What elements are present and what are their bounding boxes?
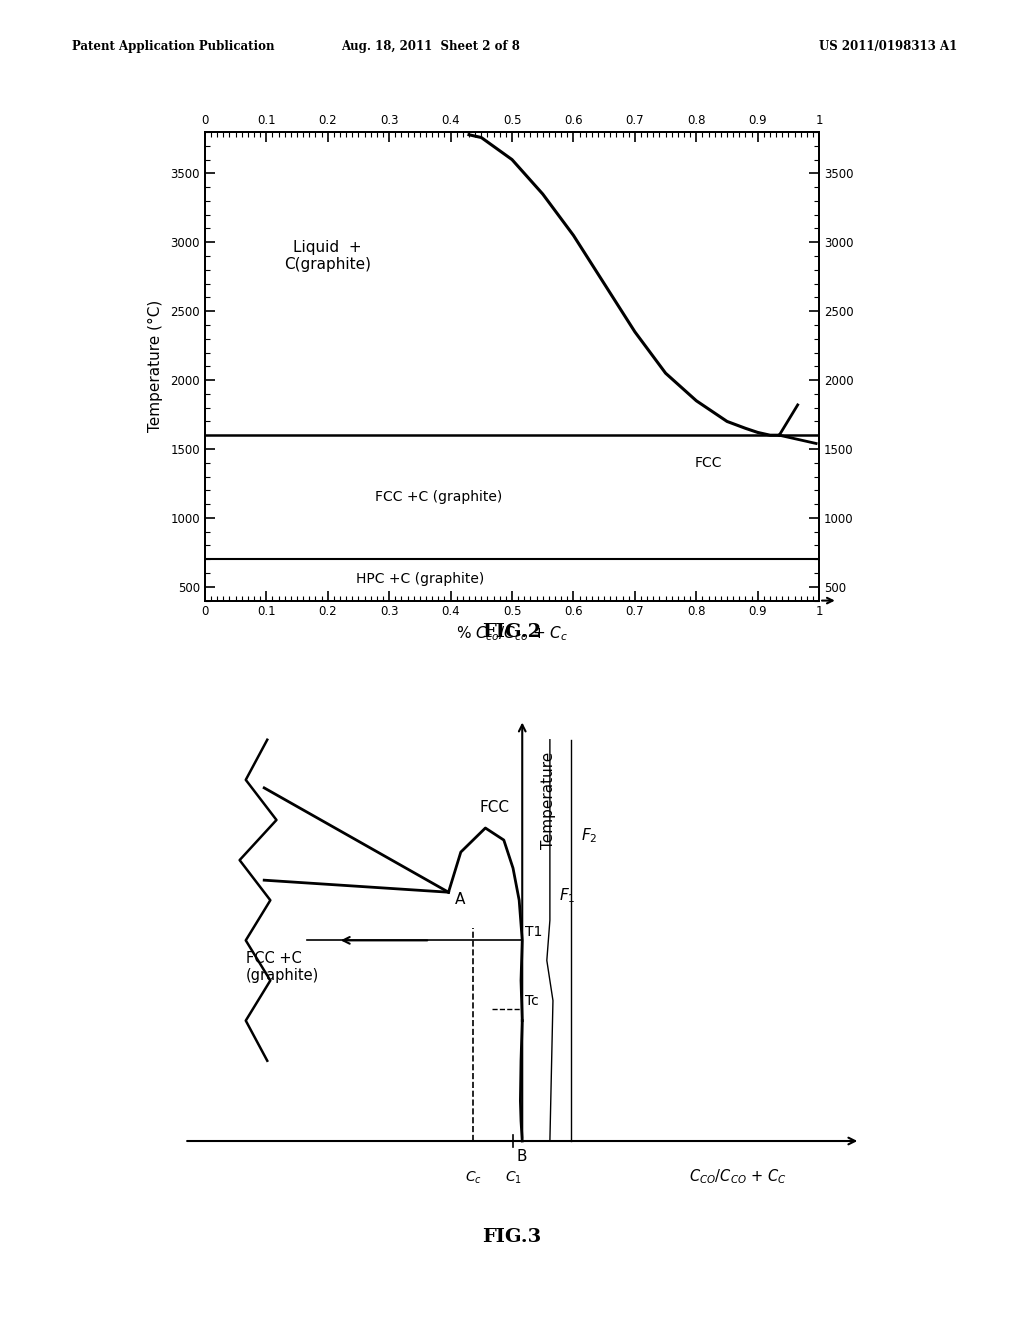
Text: $C_{CO}/C_{CO}$ + $C_C$: $C_{CO}/C_{CO}$ + $C_C$ — [688, 1167, 786, 1185]
Text: FCC: FCC — [479, 800, 509, 814]
X-axis label: % $C_{co}/C_{co}$ + $C_c$: % $C_{co}/C_{co}$ + $C_c$ — [456, 624, 568, 643]
Y-axis label: Temperature (°C): Temperature (°C) — [148, 300, 164, 433]
Text: $C_c$: $C_c$ — [465, 1170, 481, 1185]
Text: FCC +C
(graphite): FCC +C (graphite) — [246, 952, 319, 983]
Text: FCC: FCC — [695, 455, 722, 470]
Text: US 2011/0198313 A1: US 2011/0198313 A1 — [819, 40, 957, 53]
Text: FIG.2: FIG.2 — [482, 623, 542, 642]
Text: Tc: Tc — [525, 994, 539, 1007]
Text: FCC +C (graphite): FCC +C (graphite) — [375, 490, 502, 504]
Text: T1: T1 — [525, 925, 543, 940]
Text: Temperature: Temperature — [541, 751, 556, 849]
Text: FIG.3: FIG.3 — [482, 1228, 542, 1246]
Text: HPC +C (graphite): HPC +C (graphite) — [355, 572, 484, 586]
Text: A: A — [455, 892, 465, 907]
Text: B: B — [516, 1150, 526, 1164]
Text: $F_2$: $F_2$ — [581, 826, 597, 845]
Text: Liquid  +
C(graphite): Liquid + C(graphite) — [285, 240, 371, 272]
Text: $C_1$: $C_1$ — [505, 1170, 521, 1185]
Text: Patent Application Publication: Patent Application Publication — [72, 40, 274, 53]
Text: $F_1$: $F_1$ — [559, 886, 575, 906]
Text: Aug. 18, 2011  Sheet 2 of 8: Aug. 18, 2011 Sheet 2 of 8 — [341, 40, 519, 53]
